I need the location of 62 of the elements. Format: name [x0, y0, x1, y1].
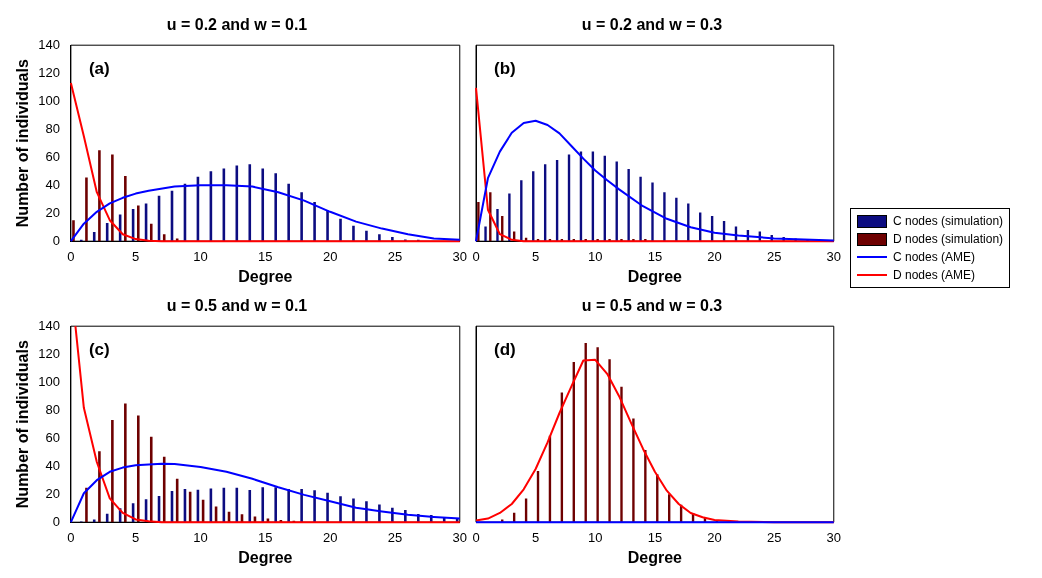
x-tick-label: 25 — [766, 529, 782, 545]
x-tick-label: 30 — [826, 248, 841, 264]
y-tick-label: 100 — [38, 92, 60, 108]
chart-title: u = 0.2 and w = 0.1 — [166, 16, 308, 34]
x-tick-label: 10 — [193, 248, 208, 264]
legend-label: C nodes (simulation) — [893, 214, 1004, 228]
y-tick-label: 80 — [45, 120, 60, 136]
y-tick-label: 100 — [38, 373, 60, 389]
x-axis-title: Degree — [238, 548, 293, 566]
y-axis-title: Number of individuals — [14, 59, 32, 228]
x-tick-label: 15 — [647, 529, 663, 545]
x-tick-label: 20 — [707, 248, 722, 264]
x-tick-label: 15 — [647, 248, 663, 264]
x-tick-label: 0 — [472, 248, 480, 264]
legend-label: C nodes (AME) — [893, 250, 976, 264]
x-tick-label: 5 — [532, 529, 540, 545]
x-tick-label: 25 — [766, 248, 782, 264]
annotation: (d) — [494, 340, 516, 360]
x-tick-label: 10 — [588, 248, 603, 264]
x-tick-label: 10 — [193, 529, 208, 545]
y-tick-label: 120 — [38, 64, 60, 80]
x-tick-label: 10 — [588, 529, 603, 545]
x-tick-label: 20 — [707, 529, 722, 545]
annotation: (c) — [88, 340, 110, 360]
legend-label: D nodes (AME) — [893, 268, 976, 282]
y-tick-label: 40 — [45, 176, 60, 192]
x-tick-label: 0 — [67, 248, 75, 264]
y-tick-label: 60 — [45, 429, 60, 445]
y-tick-label: 0 — [52, 513, 60, 529]
x-tick-label: 0 — [67, 529, 75, 545]
x-axis-title: Degree — [627, 267, 683, 285]
y-tick-label: 20 — [45, 204, 60, 220]
x-tick-label: 5 — [532, 248, 540, 264]
x-tick-label: 25 — [387, 248, 403, 264]
chart-title: u = 0.5 and w = 0.3 — [581, 297, 723, 315]
y-tick-label: 0 — [52, 232, 60, 248]
chart-title: u = 0.5 and w = 0.1 — [166, 297, 308, 315]
annotation: (b) — [494, 59, 516, 79]
x-tick-label: 25 — [387, 529, 403, 545]
y-tick-label: 140 — [38, 317, 60, 333]
x-tick-label: 20 — [322, 248, 338, 264]
y-axis-title: Number of individuals — [14, 340, 32, 509]
y-tick-label: 40 — [45, 457, 60, 473]
x-tick-label: 0 — [472, 529, 480, 545]
x-tick-label: 20 — [322, 529, 338, 545]
x-tick-label: 30 — [826, 529, 841, 545]
chart-title: u = 0.2 and w = 0.3 — [581, 16, 723, 34]
x-axis-title: Degree — [627, 548, 683, 566]
y-tick-label: 120 — [38, 345, 60, 361]
y-tick-label: 20 — [45, 485, 60, 501]
x-axis-title: Degree — [238, 267, 293, 285]
x-tick-label: 5 — [132, 529, 140, 545]
x-tick-label: 15 — [258, 248, 273, 264]
legend-label: D nodes (simulation) — [893, 232, 1004, 246]
y-tick-label: 80 — [45, 401, 60, 417]
x-tick-label: 30 — [452, 248, 467, 264]
x-tick-label: 15 — [258, 529, 273, 545]
annotation: (a) — [88, 59, 110, 79]
y-tick-label: 60 — [45, 148, 60, 164]
x-tick-label: 30 — [452, 529, 467, 545]
y-tick-label: 140 — [38, 36, 60, 52]
x-tick-label: 5 — [132, 248, 140, 264]
